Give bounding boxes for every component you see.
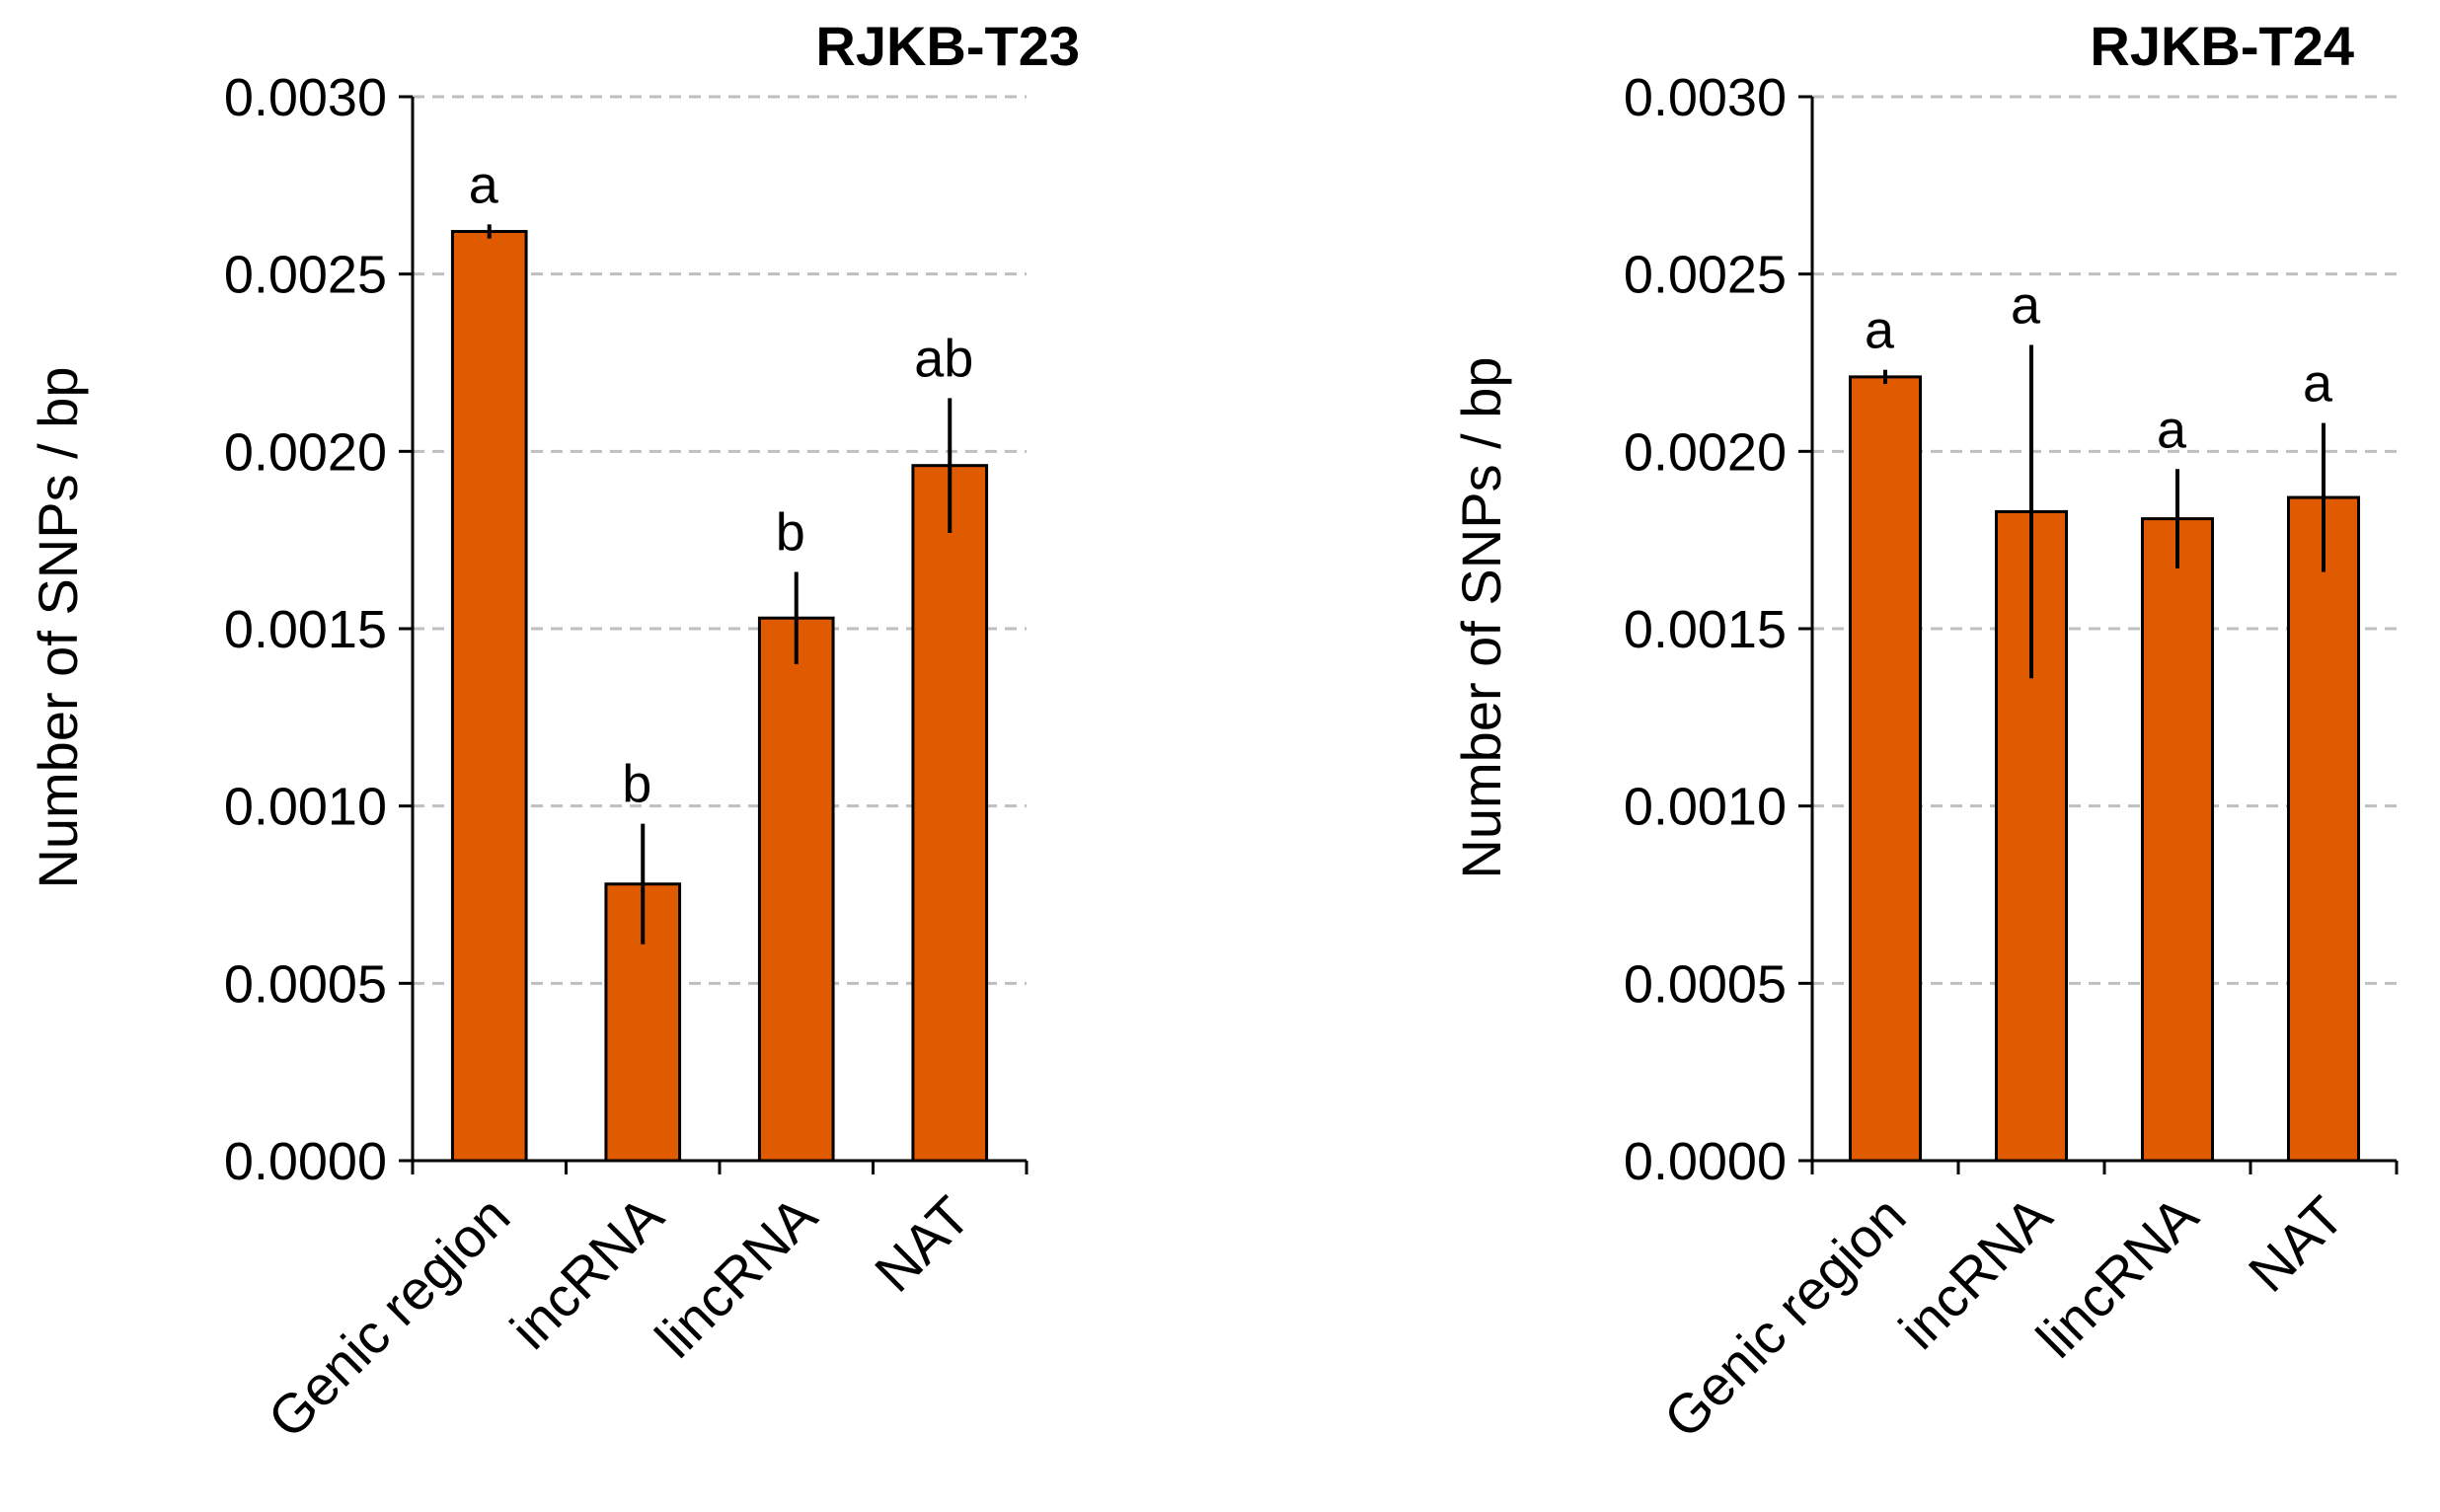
bar-4 [911, 464, 989, 1163]
y-tick-label: 0.0030 [224, 68, 387, 127]
y-axis-title: Number of SNPs / bp [1450, 356, 1512, 878]
significance-label-3: a [2157, 400, 2187, 459]
y-tick-label: 0.0000 [224, 1132, 387, 1191]
significance-label-3: b [776, 503, 805, 563]
significance-label-2: a [2011, 276, 2041, 336]
significance-label-1: a [469, 155, 499, 214]
y-tick-label: 0.0000 [1624, 1132, 1787, 1191]
significance-label-4: a [2303, 354, 2333, 414]
category-label-1: Genic region [256, 1184, 521, 1450]
chart-panel-2: 0.0000 0.0005 0.0010 0.0015 0.0020 0.0025 0.00… [1450, 15, 2399, 1450]
y-tick-label: 0.0025 [1624, 246, 1787, 305]
bar-1 [1848, 375, 1923, 1163]
y-tick-label: 0.0030 [1624, 68, 1787, 127]
chart-title: RJKB-T24 [2090, 15, 2354, 77]
y-axis-title: Number of SNPs / bp [27, 366, 89, 888]
bar-3 [2140, 517, 2215, 1163]
y-tick-label: 0.0010 [1624, 778, 1787, 837]
y-tick-label: 0.0025 [224, 246, 387, 305]
significance-label-4: ab [914, 329, 973, 388]
y-tick-label: 0.0005 [224, 954, 387, 1014]
y-tick-label: 0.0020 [224, 422, 387, 482]
category-label-4: NAT [863, 1184, 982, 1304]
y-tick-label: 0.0015 [224, 600, 387, 659]
bar-1 [450, 230, 528, 1163]
category-label-3: lincRNA [644, 1183, 829, 1369]
category-label-4: NAT [2237, 1184, 2356, 1304]
chart-title: RJKB-T23 [815, 15, 1080, 77]
category-label-2: incRNA [498, 1183, 675, 1360]
y-tick-label: 0.0010 [224, 778, 387, 837]
significance-label-2: b [622, 755, 651, 814]
category-label-1: Genic region [1651, 1184, 1917, 1450]
bar-3 [757, 616, 835, 1163]
y-tick-label: 0.0005 [1624, 954, 1787, 1014]
significance-label-1: a [1865, 301, 1895, 360]
category-label-3: lincRNA [2024, 1183, 2210, 1369]
chart-panel-1: 0.0000 0.0005 0.0010 0.0015 0.0020 0.0025 0.00… [27, 15, 1080, 1450]
y-tick-label: 0.0015 [1624, 600, 1787, 659]
bar-4 [2286, 495, 2361, 1163]
y-tick-label: 0.0020 [1624, 422, 1787, 482]
